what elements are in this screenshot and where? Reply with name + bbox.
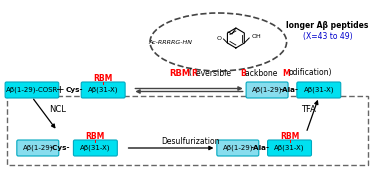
Text: RBM: RBM xyxy=(86,132,105,141)
Text: Desulfurization: Desulfurization xyxy=(162,136,220,146)
Text: Aβ(31-X): Aβ(31-X) xyxy=(80,145,111,151)
FancyBboxPatch shape xyxy=(5,82,59,98)
Text: Aβ(31-X): Aβ(31-X) xyxy=(88,87,118,93)
Text: (: ( xyxy=(188,69,191,77)
Text: TFA: TFA xyxy=(301,106,316,115)
FancyBboxPatch shape xyxy=(217,140,259,156)
Text: OH: OH xyxy=(251,34,261,38)
Text: O: O xyxy=(217,36,222,41)
Text: longer Aβ peptides: longer Aβ peptides xyxy=(287,22,369,30)
Text: R: R xyxy=(191,69,197,77)
Text: Aβ(1-29): Aβ(1-29) xyxy=(23,145,53,151)
Text: Aβ(31-X): Aβ(31-X) xyxy=(274,145,305,151)
Text: (X=43 to 49): (X=43 to 49) xyxy=(303,31,352,41)
FancyBboxPatch shape xyxy=(73,140,117,156)
FancyBboxPatch shape xyxy=(246,82,288,98)
Text: B: B xyxy=(240,69,246,77)
Text: Aβ(31-X): Aβ(31-X) xyxy=(304,87,334,93)
Text: -Ala-: -Ala- xyxy=(251,145,270,151)
Text: RBM: RBM xyxy=(93,74,113,83)
FancyBboxPatch shape xyxy=(81,82,125,98)
Text: Aβ(1-29)-COSR: Aβ(1-29)-COSR xyxy=(6,87,58,93)
Text: RBM: RBM xyxy=(280,132,299,141)
Text: Ac-RRRRG-HN: Ac-RRRRG-HN xyxy=(148,40,192,44)
Text: ackbone: ackbone xyxy=(245,69,279,77)
FancyBboxPatch shape xyxy=(17,140,59,156)
Text: Aβ(1-29): Aβ(1-29) xyxy=(252,87,282,93)
Text: Aβ(1-29): Aβ(1-29) xyxy=(223,145,253,151)
Text: -Cys-: -Cys- xyxy=(50,145,70,151)
FancyBboxPatch shape xyxy=(268,140,311,156)
Text: M: M xyxy=(283,69,290,77)
Text: Cys-: Cys- xyxy=(66,87,84,93)
Text: RBM: RBM xyxy=(169,69,191,77)
Text: +: + xyxy=(56,85,65,95)
Text: odification): odification) xyxy=(288,69,332,77)
Text: -Ala-: -Ala- xyxy=(280,87,299,93)
FancyBboxPatch shape xyxy=(297,82,341,98)
Text: eversible: eversible xyxy=(196,69,233,77)
Text: NCL: NCL xyxy=(49,106,66,115)
